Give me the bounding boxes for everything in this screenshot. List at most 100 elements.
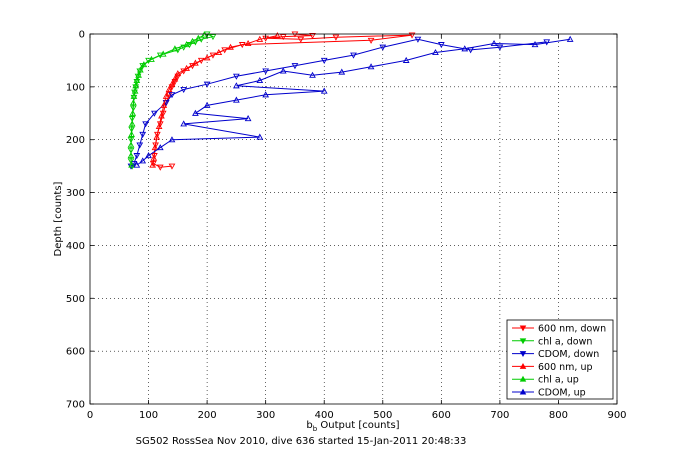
data-point xyxy=(256,76,264,84)
legend-entry-label: 600 nm, down xyxy=(538,324,606,335)
data-point xyxy=(162,92,170,99)
data-point xyxy=(279,34,287,41)
data-point xyxy=(402,56,410,63)
data-point xyxy=(367,63,375,70)
y-tick-label: 700 xyxy=(66,400,85,411)
data-point xyxy=(200,31,208,38)
data-point xyxy=(350,52,357,59)
data-point xyxy=(148,55,155,62)
x-axis-label-main: b xyxy=(306,420,312,431)
data-point xyxy=(297,36,305,43)
y-tick-label: 400 xyxy=(66,241,85,252)
x-tick-label: 500 xyxy=(373,410,392,421)
y-tick-label: 600 xyxy=(66,347,85,358)
data-point xyxy=(168,163,176,170)
x-tick-label: 700 xyxy=(490,410,509,421)
data-point xyxy=(149,161,157,168)
x-axis-label-subscript: b xyxy=(313,425,318,433)
data-point xyxy=(408,32,416,39)
data-point xyxy=(496,44,504,51)
data-point xyxy=(136,142,144,149)
data-point xyxy=(133,153,141,160)
data-point xyxy=(379,44,387,51)
data-point xyxy=(432,48,439,56)
legend-entry-label: chl a, up xyxy=(538,375,579,386)
data-point xyxy=(332,34,340,41)
data-point xyxy=(414,36,422,43)
series-2 xyxy=(127,36,551,170)
series-3 xyxy=(149,32,281,168)
data-point xyxy=(209,34,217,41)
data-point xyxy=(153,133,161,140)
data-point xyxy=(145,152,152,159)
data-point xyxy=(192,109,199,116)
x-tick-label: 600 xyxy=(432,410,451,421)
x-tick-label: 200 xyxy=(198,410,217,421)
data-point xyxy=(274,32,281,39)
y-axis-label: Depth [counts] xyxy=(53,181,64,256)
data-point xyxy=(171,45,179,52)
data-point xyxy=(437,42,445,49)
series-line xyxy=(136,38,571,166)
x-tick-label: 400 xyxy=(315,410,334,421)
legend-swatch-marker xyxy=(519,362,527,369)
data-point xyxy=(156,164,164,171)
data-point xyxy=(279,67,287,74)
data-point xyxy=(256,35,264,42)
data-point xyxy=(136,66,144,73)
data-point xyxy=(168,92,176,99)
data-point xyxy=(133,161,141,168)
data-point xyxy=(168,136,176,143)
data-point xyxy=(180,86,188,94)
legend-swatch-marker xyxy=(519,388,527,395)
data-point xyxy=(233,73,240,80)
x-axis-label-rest: Output [counts] xyxy=(317,420,399,431)
series-line xyxy=(130,34,205,166)
data-point xyxy=(183,41,190,48)
data-point xyxy=(165,85,173,93)
data-point xyxy=(130,92,138,99)
data-point xyxy=(133,76,141,84)
data-point xyxy=(132,82,140,89)
data-point xyxy=(174,70,182,77)
data-point xyxy=(194,34,202,41)
y-tick-label: 100 xyxy=(66,82,85,93)
data-point xyxy=(156,144,164,151)
x-tick-label: 0 xyxy=(87,410,93,421)
grid-lines xyxy=(90,34,617,404)
legend-entry-label: CDOM, down xyxy=(538,349,599,360)
data-point xyxy=(233,96,240,103)
data-point xyxy=(131,87,139,94)
series-4 xyxy=(127,31,208,168)
x-tick-label: 900 xyxy=(607,410,626,421)
data-point xyxy=(490,39,498,47)
legend-box xyxy=(506,319,614,400)
data-point xyxy=(156,52,164,59)
data-point xyxy=(150,154,158,161)
series-line xyxy=(130,38,547,167)
data-point xyxy=(171,75,179,82)
data-point xyxy=(168,80,176,87)
data-point xyxy=(233,82,240,89)
legend-swatch-marker xyxy=(519,325,527,332)
data-point xyxy=(244,39,252,47)
data-point xyxy=(128,120,136,127)
data-point xyxy=(367,37,375,44)
data-point xyxy=(291,63,299,70)
data-point xyxy=(155,122,163,130)
data-point xyxy=(309,33,316,40)
data-point xyxy=(192,59,199,66)
data-point xyxy=(142,121,149,128)
y-tick-label: 300 xyxy=(66,188,85,199)
legend-entry-label: 600 nm, up xyxy=(538,362,593,373)
data-point xyxy=(262,91,270,98)
data-point xyxy=(183,64,190,71)
data-point xyxy=(151,144,159,151)
data-point xyxy=(461,45,469,52)
data-point xyxy=(338,68,346,75)
data-point xyxy=(256,133,264,140)
data-point xyxy=(531,41,539,48)
y-tick-label: 200 xyxy=(66,135,85,146)
data-point xyxy=(139,131,147,138)
